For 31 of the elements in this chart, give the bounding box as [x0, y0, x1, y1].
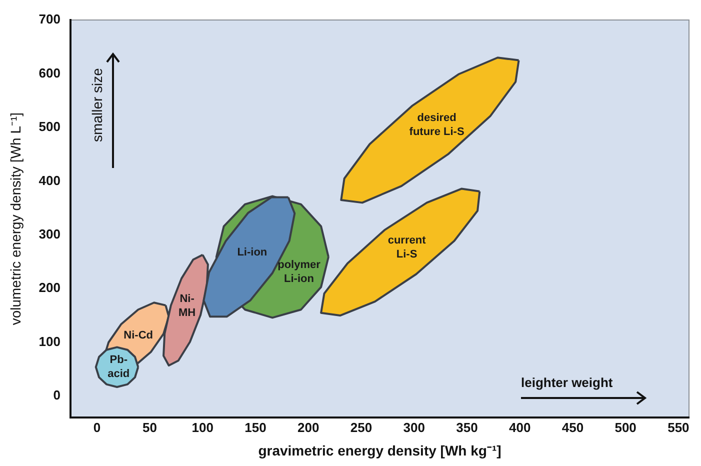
series-label: current Li-S — [388, 234, 426, 260]
series-label: polymer Li-ion — [278, 258, 322, 285]
series-label: Ni-Cd — [124, 330, 153, 342]
series-label: desired future Li-S — [409, 112, 464, 138]
y-tick-label: 200 — [38, 280, 60, 296]
x-tick-label: 450 — [562, 420, 584, 435]
x-tick-label: 150 — [244, 420, 266, 435]
x-tick-label: 550 — [668, 420, 690, 435]
annotation: leighter weight — [521, 375, 613, 390]
annotation: smaller size — [89, 68, 105, 142]
y-tick-label: 0 — [53, 388, 60, 403]
series-label: Ni- MH — [178, 292, 196, 319]
series-label: Pb- acid — [108, 354, 130, 380]
y-tick-label: 100 — [38, 334, 60, 349]
y-tick-label: 700 — [38, 12, 60, 27]
x-tick-label: 0 — [93, 420, 101, 435]
x-tick-label: 350 — [456, 420, 478, 435]
y-tick-label: 300 — [38, 226, 60, 242]
x-tick-label: 200 — [298, 420, 320, 435]
y-tick-label: 600 — [38, 65, 60, 80]
x-tick-label: 500 — [614, 420, 636, 435]
x-tick-label: 100 — [192, 420, 214, 435]
y-tick-label: 400 — [38, 172, 60, 188]
series-label: Li-ion — [237, 246, 268, 258]
x-tick-label: 300 — [403, 420, 425, 435]
x-tick-label: 400 — [508, 420, 531, 435]
x-tick-label: 250 — [350, 420, 372, 435]
x-tick-label: 50 — [142, 420, 158, 435]
y-tick-label: 500 — [38, 119, 60, 134]
x-axis-title: gravimetric energy density [Wh kg⁻¹] — [258, 442, 502, 458]
y-axis-title: volumetric energy density [Wh L⁻¹] — [7, 112, 24, 326]
